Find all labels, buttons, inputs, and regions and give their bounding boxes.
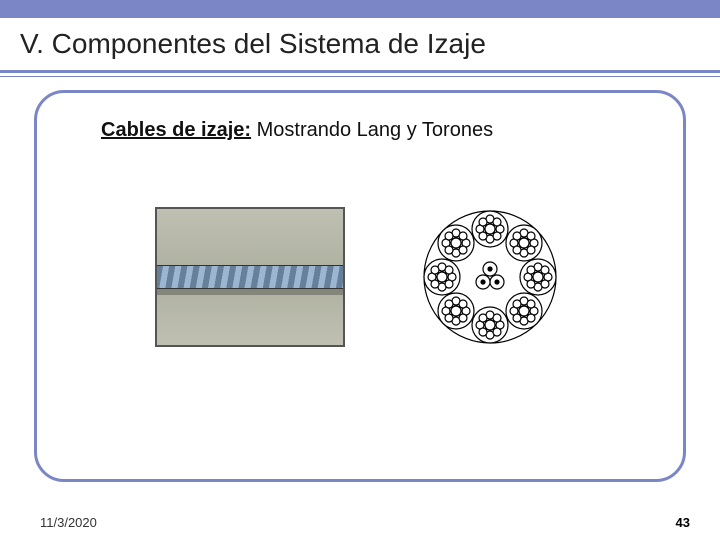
figures-row — [61, 202, 659, 352]
cable-shadow — [157, 289, 343, 295]
cross-section-svg — [415, 202, 565, 352]
underline-thick — [0, 70, 720, 73]
content-panel: Cables de izaje: Mostrando Lang y Torone… — [34, 90, 686, 482]
title-underline — [0, 70, 720, 77]
cable-strip — [157, 265, 343, 289]
figure-cross-section — [415, 202, 565, 352]
subtitle: Cables de izaje: Mostrando Lang y Torone… — [101, 119, 659, 142]
page-title: V. Componentes del Sistema de Izaje — [20, 28, 720, 60]
figure-cable-photo — [155, 207, 345, 347]
top-accent-bar — [0, 0, 720, 18]
footer-page-number: 43 — [676, 515, 690, 530]
title-area: V. Componentes del Sistema de Izaje — [0, 18, 720, 66]
underline-thin — [0, 76, 720, 77]
footer: 11/3/2020 43 — [0, 515, 720, 530]
footer-date: 11/3/2020 — [40, 515, 97, 530]
subtitle-bold: Cables de izaje: — [101, 119, 251, 141]
subtitle-rest: Mostrando Lang y Torones — [251, 119, 493, 141]
cable-photo-illustration — [155, 207, 345, 347]
